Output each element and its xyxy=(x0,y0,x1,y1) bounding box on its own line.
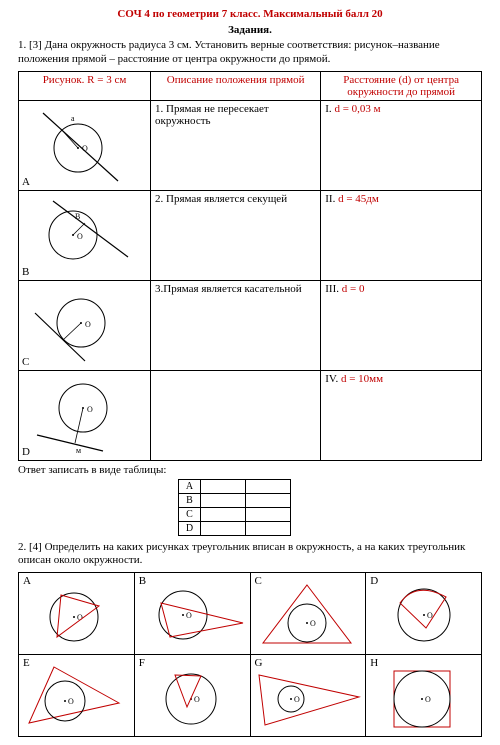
figure-cell-d: O м D xyxy=(19,370,151,460)
t2-cell-d: D O xyxy=(366,573,482,655)
answer-row-label: C xyxy=(179,507,201,521)
desc-cell: 1. Прямая не пересекает окружность xyxy=(151,100,321,190)
svg-text:O: O xyxy=(87,405,93,414)
dist-cell: IV. d = 10мм xyxy=(321,370,482,460)
title-prefix: СОЧ 4 по геометрии 7 класс. xyxy=(117,8,260,20)
answer-table: A B C D xyxy=(178,479,291,536)
svg-text:м: м xyxy=(76,446,81,455)
task2-table: A O B O C O D O E O F O G O H xyxy=(18,572,482,737)
t2-cell-b: B O xyxy=(134,573,250,655)
table-row: O a A 1. Прямая не пересекает окружность… xyxy=(19,100,482,190)
answer-cell xyxy=(201,507,246,521)
title-suffix: Максимальный балл 20 xyxy=(263,8,382,20)
t2-cell-h: H O xyxy=(366,655,482,737)
svg-text:O: O xyxy=(68,697,74,706)
fig-label: D xyxy=(22,446,30,458)
svg-text:O: O xyxy=(194,695,200,704)
figure-d-svg: O м xyxy=(23,373,146,458)
page-title: СОЧ 4 по геометрии 7 класс. Максимальный… xyxy=(18,8,482,20)
answer-cell xyxy=(201,521,246,535)
dist-cell: I. d = 0,03 м xyxy=(321,100,482,190)
desc-cell xyxy=(151,370,321,460)
answer-row-label: A xyxy=(179,479,201,493)
figure-a-svg: O a xyxy=(23,103,146,188)
svg-text:O: O xyxy=(77,232,83,241)
svg-text:O: O xyxy=(85,320,91,329)
answer-row-label: B xyxy=(179,493,201,507)
svg-text:O: O xyxy=(294,695,300,704)
fig-label: C xyxy=(22,356,29,368)
figure-c-svg: O xyxy=(23,283,146,368)
answer-cell xyxy=(246,493,291,507)
figure-b-svg: O B xyxy=(23,193,146,278)
answer-cell xyxy=(246,507,291,521)
table-row: O м D IV. d = 10мм xyxy=(19,370,482,460)
answer-note: Ответ записать в виде таблицы: xyxy=(18,464,482,476)
t2-cell-c: C O xyxy=(250,573,366,655)
svg-text:O: O xyxy=(425,695,431,704)
tasks-heading: Задания. xyxy=(18,24,482,36)
fig-label: B xyxy=(22,266,29,278)
header-dist: Расстояние (d) от центра окружности до п… xyxy=(321,71,482,100)
table-row: O B B 2. Прямая является секущей II. d =… xyxy=(19,190,482,280)
fig-label: A xyxy=(22,176,30,188)
answer-cell xyxy=(201,493,246,507)
dist-cell: III. d = 0 xyxy=(321,280,482,370)
desc-cell: 2. Прямая является секущей xyxy=(151,190,321,280)
svg-text:B: B xyxy=(75,212,80,221)
dist-cell: II. d = 45дм xyxy=(321,190,482,280)
figure-cell-c: O C xyxy=(19,280,151,370)
t2-cell-g: G O xyxy=(250,655,366,737)
t2-cell-a: A O xyxy=(19,573,135,655)
table-row: O C 3.Прямая является касательной III. d… xyxy=(19,280,482,370)
figure-cell-b: O B B xyxy=(19,190,151,280)
t2-cell-e: E O xyxy=(19,655,135,737)
svg-text:O: O xyxy=(310,619,316,628)
t2-cell-f: F O xyxy=(134,655,250,737)
answer-row-label: D xyxy=(179,521,201,535)
task1-table: Рисунок. R = 3 см Описание положения пря… xyxy=(18,71,482,461)
task1-text: 1. [3] Дана окружность радиуса 3 см. Уст… xyxy=(18,39,482,67)
header-figure: Рисунок. R = 3 см xyxy=(19,71,151,100)
answer-cell xyxy=(246,521,291,535)
svg-text:O: O xyxy=(77,613,83,622)
svg-text:a: a xyxy=(71,114,75,123)
desc-cell: 3.Прямая является касательной xyxy=(151,280,321,370)
svg-text:O: O xyxy=(186,611,192,620)
header-desc: Описание положения прямой xyxy=(151,71,321,100)
task2-text: 2. [4] Определить на каких рисунках треу… xyxy=(18,541,482,569)
answer-cell xyxy=(246,479,291,493)
figure-cell-a: O a A xyxy=(19,100,151,190)
answer-cell xyxy=(201,479,246,493)
